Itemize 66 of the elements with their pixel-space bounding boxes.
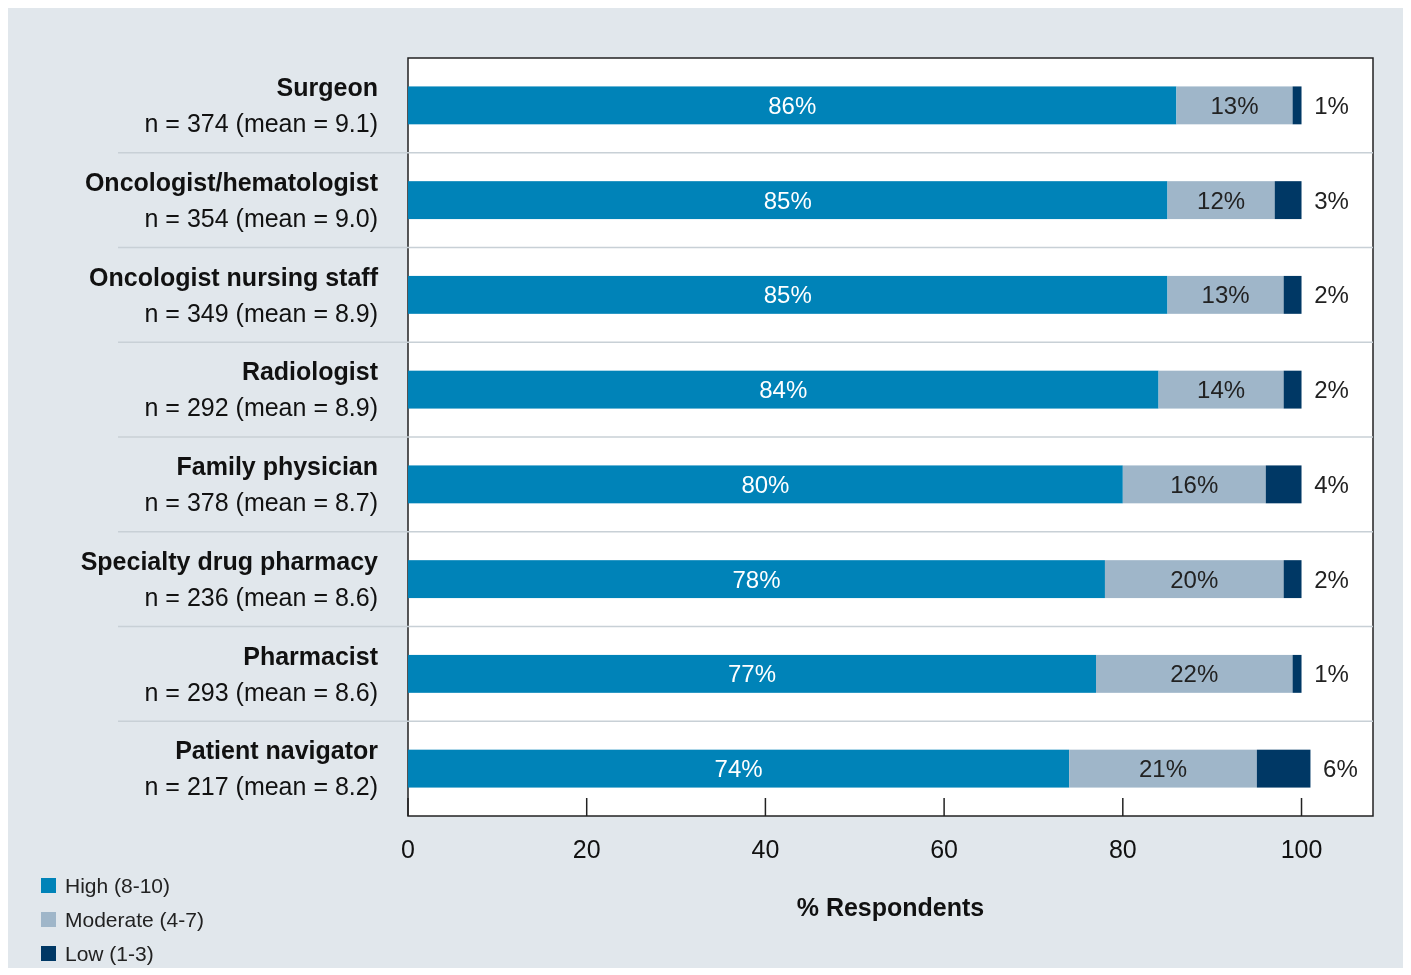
bar	[408, 275, 1168, 314]
data-label: 2%	[1314, 281, 1349, 309]
bar	[1283, 370, 1302, 409]
data-label: 13%	[1201, 281, 1250, 309]
x-tick-label: 60	[930, 835, 959, 863]
x-axis-title: % Respondents	[796, 893, 985, 921]
data-label: 13%	[1210, 91, 1259, 119]
bar	[1069, 749, 1257, 788]
y-tick-label: Oncologist/hematologist n = 354 (mean = 9.0)	[84, 167, 379, 232]
bar	[1292, 86, 1302, 125]
bar	[1283, 560, 1302, 599]
data-label: 16%	[1170, 470, 1219, 498]
y-tick-label: Pharmacist n = 293 (mean = 8.6)	[144, 641, 379, 706]
bar	[408, 86, 1177, 125]
y-tick-label: Specialty drug pharmacy n = 236 (mean = 8.6)	[80, 546, 379, 611]
data-label: 85%	[763, 186, 812, 214]
data-label: 6%	[1323, 755, 1358, 783]
bar	[1274, 181, 1302, 220]
bar	[1158, 370, 1284, 409]
data-label: 78%	[732, 565, 781, 593]
x-tick-label: 80	[1108, 835, 1137, 863]
data-label: 3%	[1314, 186, 1349, 214]
data-label: 86%	[768, 91, 817, 119]
data-label: 74%	[714, 755, 763, 783]
bar	[408, 370, 1159, 409]
data-label: 20%	[1170, 565, 1219, 593]
bar	[408, 654, 1097, 693]
data-label: 80%	[741, 470, 790, 498]
bar	[1176, 86, 1293, 125]
legend-label: High (8-10)	[65, 874, 171, 898]
data-label: 84%	[759, 376, 808, 404]
bar	[408, 749, 1070, 788]
data-label: 2%	[1314, 565, 1349, 593]
data-label: 1%	[1314, 660, 1349, 688]
x-tick-label: 20	[572, 835, 601, 863]
y-tick-label: Surgeon n = 374 (mean = 9.1)	[144, 73, 378, 138]
data-label: 77%	[727, 660, 777, 688]
bar	[1122, 465, 1266, 504]
data-label: 4%	[1314, 470, 1349, 498]
data-label: 21%	[1139, 755, 1188, 783]
y-tick-label: Family physician n = 378 (mean = 8.7)	[144, 452, 378, 517]
data-label: 12%	[1197, 186, 1246, 214]
bar	[1096, 654, 1293, 693]
x-tick-label: 100	[1280, 835, 1323, 863]
y-tick-label: Radiologist n = 292 (mean = 8.9)	[144, 357, 379, 422]
bar	[408, 181, 1168, 220]
bar	[1256, 749, 1311, 788]
x-tick-label: 0	[401, 835, 415, 863]
data-label: 85%	[763, 281, 812, 309]
data-label: 2%	[1314, 376, 1349, 404]
bar	[1167, 275, 1284, 314]
bar	[1292, 654, 1302, 693]
bar	[408, 560, 1105, 599]
bar	[1283, 275, 1302, 314]
legend-label: Moderate (4-7)	[65, 908, 204, 932]
bar	[1265, 465, 1302, 504]
x-tick-label: 40	[751, 835, 780, 863]
bar	[1167, 181, 1275, 220]
y-tick-label: Patient navigator n = 217 (mean = 8.2)	[144, 736, 379, 801]
legend-label: Low (1-3)	[65, 942, 154, 966]
bar	[408, 465, 1123, 504]
bar	[1104, 560, 1284, 599]
data-label: 14%	[1197, 376, 1246, 404]
data-label: 1%	[1314, 91, 1349, 119]
y-tick-label: Oncologist nursing staff n = 349 (mean = 8.9)	[89, 262, 379, 327]
data-label: 22%	[1170, 660, 1219, 688]
